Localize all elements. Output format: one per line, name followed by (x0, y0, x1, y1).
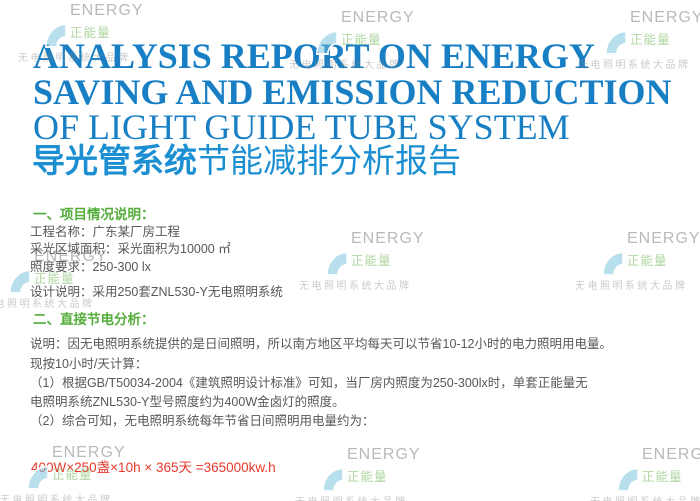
watermark-energy-text: ENERGY (347, 446, 421, 463)
brand-watermark: ENERGY 正能量 无电照明系统大品牌 (590, 438, 700, 501)
watermark-slogan-text: 正能量 (347, 470, 388, 484)
brand-watermark: ENERGY 正能量 无电照明系统大品牌 (299, 222, 471, 292)
title-line-1: ANALYSIS REPORT ON ENERGY (33, 36, 595, 76)
watermark-brand-text: 无电照明系统大品牌 (590, 493, 700, 501)
watermark-energy-text: ENERGY (627, 230, 700, 247)
watermark-slogan-text: 正能量 (627, 254, 668, 268)
section2-line-explanation: 说明：因无电照明系统提供的是日间照明，所以南方地区平均每天可以节省10-12小时… (30, 337, 612, 351)
title-chinese-rest: 节能减排分析报告 (197, 142, 461, 179)
watermark-brand-text: 无电照明系统大品牌 (299, 281, 412, 292)
section1-line-daylight-area: 采光区域面积：采光面积为10000 ㎡ (30, 242, 231, 256)
energy-logo-icon (301, 222, 347, 276)
section2-line-hours-basis: 现按10小时/天计算： (30, 357, 148, 371)
watermark-slogan-text: 正能量 (630, 33, 671, 47)
section1-line-project-name: 工程名称：广东某厂房工程 (30, 225, 181, 239)
watermark-energy-text: ENERGY (341, 9, 415, 26)
title-line-3: OF LIGHT GUIDE TUBE SYSTEM (33, 107, 570, 147)
section2-heading: 二、直接节电分析： (33, 312, 155, 327)
title-chinese-bold: 导光管系统 (32, 142, 197, 179)
title-line-2: SAVING AND EMISSION REDUCTION (33, 72, 672, 112)
watermark-brand-text: 无电照明系统大品牌 (0, 495, 113, 501)
energy-logo-icon (297, 438, 343, 492)
section1-line-design-note: 设计说明：采用250套ZNL530-Y无电照明系统 (30, 285, 283, 299)
energy-logo-icon (592, 438, 638, 492)
section2-line-point2: （2）综合可知，无电照明系统每年节省日间照明用电量约为： (30, 414, 375, 428)
watermark-energy-text: ENERGY (630, 9, 700, 26)
brand-watermark: ENERGY 正能量 无电照明系统大品牌 (575, 222, 700, 292)
watermark-brand-text: 无电照明系统大品牌 (578, 60, 691, 71)
watermark-brand-text: 无电照明系统大品牌 (575, 281, 688, 292)
energy-saving-formula: 400W×250盏×10h × 365天 =365000kw.h (31, 460, 276, 475)
brand-watermark: ENERGY 正能量 无电照明系统大品牌 (295, 438, 467, 501)
watermark-slogan-text: 正能量 (351, 254, 392, 268)
watermark-brand-text: 无电照明系统大品牌 (295, 493, 408, 501)
brand-watermark: ENERGY 正能量 无电照明系统大品牌 (578, 1, 700, 71)
watermark-energy-text: ENERGY (642, 446, 700, 463)
title-chinese: 导光管系统节能减排分析报告 (32, 142, 461, 180)
watermark-energy-text: ENERGY (351, 230, 425, 247)
watermark-energy-text: ENERGY (70, 2, 144, 19)
energy-logo-icon (0, 240, 30, 294)
section2-line-point1-cont: 电照明系统ZNL530-Y型号照度约为400W金卤灯的照度。 (30, 395, 345, 409)
section1-line-illuminance: 照度要求：250-300 lx (30, 260, 151, 274)
section2-line-point1: （1）根据GB/T50034-2004《建筑照明设计标准》可知，当厂房内照度为2… (30, 376, 588, 390)
section1-heading: 一、项目情况说明： (33, 207, 155, 222)
watermark-slogan-text: 正能量 (642, 470, 683, 484)
energy-logo-icon (577, 222, 623, 276)
